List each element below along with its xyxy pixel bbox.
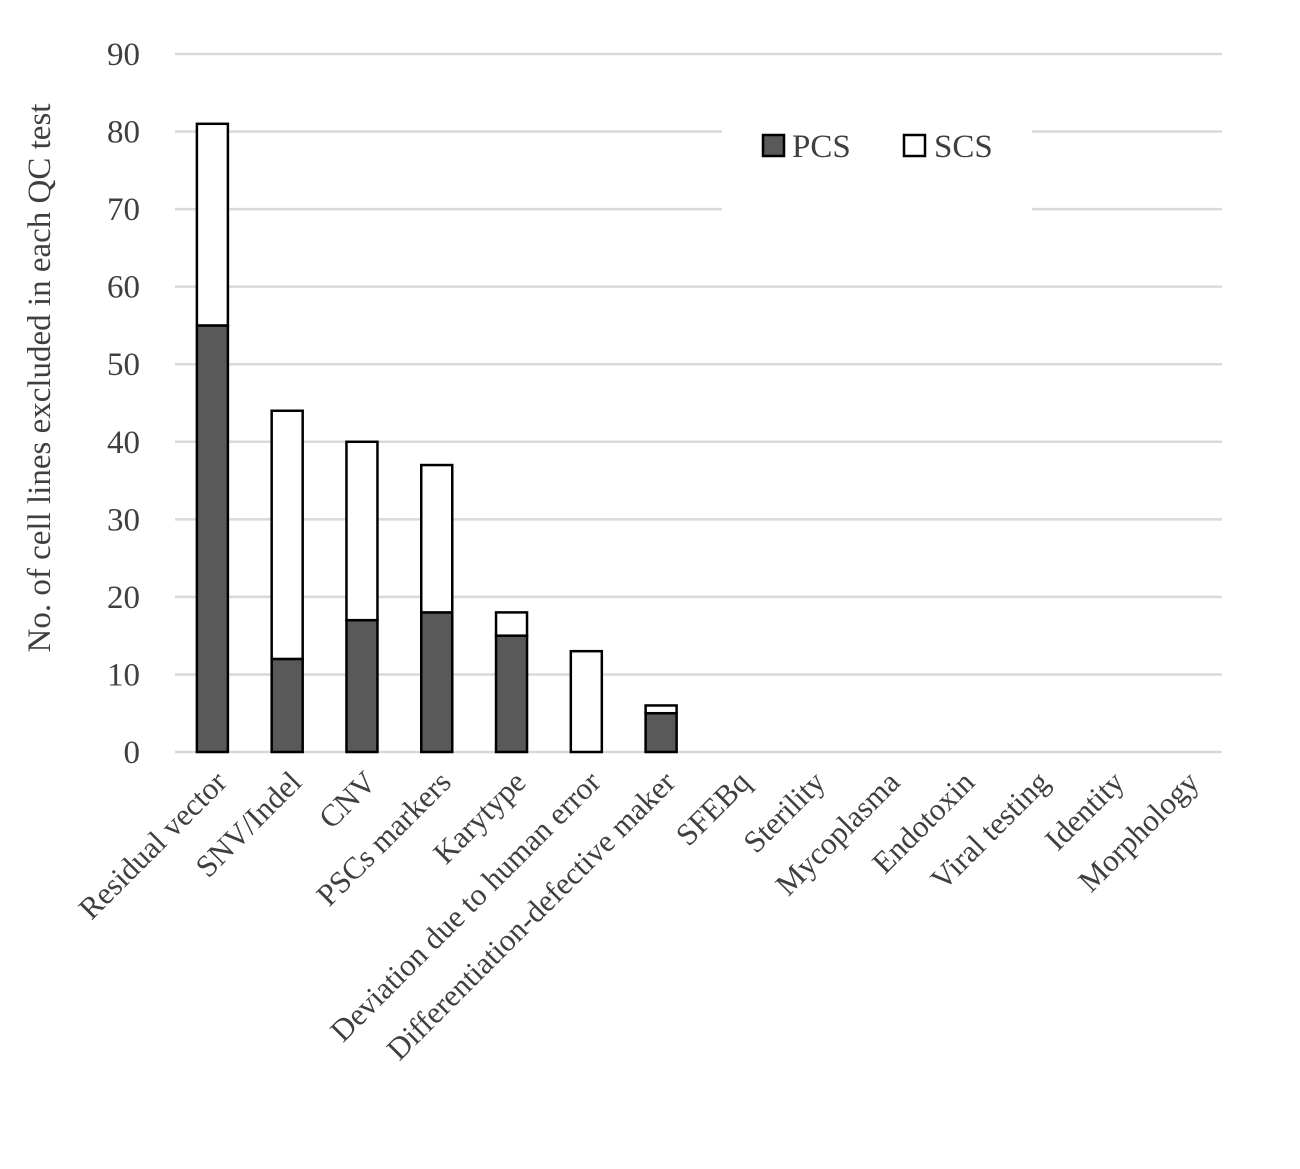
bar-pcs-6 (644, 711, 678, 754)
y-tick-label: 20 (107, 580, 140, 616)
y-tick-label: 50 (107, 347, 140, 383)
bar-pcs-4 (494, 634, 529, 754)
y-tick-label: 40 (107, 425, 140, 461)
bar-scs-5 (569, 649, 604, 754)
y-axis-ticks: 0 10 20 30 40 50 60 70 80 90 (107, 37, 140, 771)
y-tick-label: 30 (107, 502, 140, 538)
bar-pcs-0 (195, 324, 230, 754)
legend-swatch-pcs (761, 133, 786, 158)
bar-pcs-1 (270, 657, 304, 754)
y-tick-label: 90 (107, 37, 140, 73)
gridlines (175, 52, 1222, 754)
y-tick-label: 70 (107, 192, 140, 228)
y-tick-label: 0 (124, 735, 141, 771)
bars (195, 122, 678, 754)
bar-pcs-2 (345, 618, 379, 754)
legend-swatch-scs (902, 133, 927, 158)
bar-scs-3 (420, 463, 454, 614)
bar-scs-2 (345, 440, 379, 622)
bar-scs-0 (195, 122, 230, 327)
y-axis-label: No. of cell lines excluded in each QC te… (22, 104, 58, 653)
y-tick-label: 60 (107, 270, 140, 306)
bar-pcs-3 (420, 611, 454, 754)
legend-label-scs: SCS (934, 129, 993, 165)
bar-scs-6 (644, 704, 678, 715)
bar-scs-1 (270, 409, 304, 661)
y-tick-label: 10 (107, 657, 140, 693)
legend-label-pcs: PCS (792, 129, 851, 165)
legend: PCS SCS (722, 118, 1032, 213)
y-tick-label: 80 (107, 115, 140, 151)
bar-scs-4 (494, 611, 529, 637)
